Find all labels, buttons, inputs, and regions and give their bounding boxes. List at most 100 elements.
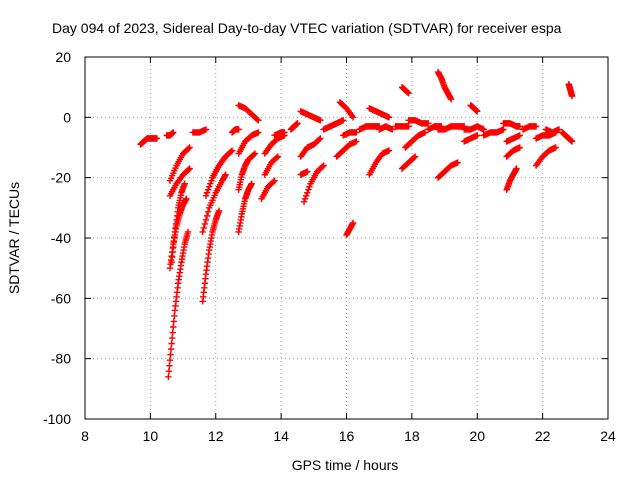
data-point	[203, 212, 211, 220]
x-tick-label: 10	[143, 428, 159, 444]
series-arc-28	[333, 138, 360, 160]
series-arc-37	[398, 83, 412, 97]
series-arc-09	[199, 207, 223, 305]
data-point	[271, 177, 278, 184]
data-point	[454, 159, 461, 166]
y-tick-label: -80	[51, 351, 71, 367]
data-point	[170, 323, 177, 331]
data-point	[513, 165, 520, 172]
data-point	[300, 198, 308, 205]
data-point	[199, 228, 206, 236]
data-point	[385, 147, 393, 154]
data-point	[447, 96, 455, 103]
series-arc-07	[166, 165, 193, 199]
y-axis-label: SDTVAR / TECUs	[6, 182, 22, 294]
series-arc-13	[228, 126, 242, 136]
series-arc-42	[434, 68, 455, 103]
data-point	[516, 144, 523, 151]
x-tick-label: 20	[469, 428, 485, 444]
data-point	[516, 123, 523, 130]
data-point	[181, 180, 188, 187]
y-tick-label: -100	[43, 411, 71, 427]
data-point	[206, 183, 213, 190]
series-arc-22	[287, 120, 301, 133]
data-point	[405, 90, 412, 97]
series-arc-36	[392, 123, 412, 130]
series-arc-04	[165, 228, 192, 380]
data-point	[317, 135, 324, 142]
data-point	[227, 148, 235, 155]
data-point	[166, 356, 174, 364]
x-tick-label: 14	[273, 428, 289, 444]
series-arc-05	[168, 180, 188, 266]
series-arc-15	[235, 150, 259, 193]
series-arc-14	[235, 180, 255, 236]
series-arc-50	[503, 144, 523, 160]
data-point	[255, 117, 262, 124]
series-arc-56	[542, 126, 563, 136]
x-tick-labels: 8 10 12 14 16 18 20 22 24	[81, 428, 616, 444]
data-point	[270, 178, 277, 185]
series-arc-25	[297, 168, 311, 178]
data-point	[201, 220, 209, 228]
data-point	[250, 151, 258, 158]
x-tick-label: 16	[339, 428, 355, 444]
data-point	[555, 126, 563, 133]
data-point	[253, 116, 261, 123]
series-arc-20	[261, 132, 288, 157]
data-point	[204, 208, 212, 216]
series-arc-47	[460, 132, 481, 145]
data-point	[170, 318, 178, 325]
data-point	[500, 126, 507, 133]
data-point	[228, 147, 236, 154]
data-point	[306, 183, 313, 190]
series-arc-10	[199, 171, 229, 236]
data-point	[255, 129, 262, 136]
data-point	[316, 136, 323, 143]
data-point	[317, 117, 324, 124]
data-point	[273, 154, 280, 161]
data-point	[202, 192, 210, 199]
series-arc-52	[500, 120, 523, 130]
series-arc-21	[271, 129, 288, 139]
data-point	[474, 108, 481, 115]
data-point	[552, 144, 559, 151]
series-arc-40	[405, 117, 432, 127]
data-point	[516, 132, 523, 139]
y-tick-label: -40	[51, 230, 71, 246]
data-point	[184, 228, 192, 236]
series-arc-06	[166, 144, 193, 184]
data-point	[319, 163, 326, 170]
data-point	[168, 340, 175, 347]
data-point	[281, 129, 288, 136]
data-point	[349, 114, 357, 121]
data-point	[353, 129, 360, 136]
series-arc-43	[434, 159, 461, 181]
series-arc-35	[375, 123, 396, 133]
series-arc-58	[565, 80, 576, 100]
data-point	[168, 334, 176, 342]
data-point	[405, 123, 412, 130]
data-point	[235, 126, 242, 133]
data-point	[167, 345, 175, 353]
y-tick-labels: -100 -80 -60 -40 -20 0 20	[43, 49, 71, 427]
series-arc-34	[366, 105, 393, 121]
data-point	[202, 216, 210, 224]
y-tick-label: 20	[55, 49, 71, 65]
y-tick-label: -60	[51, 290, 71, 306]
data-point	[251, 150, 259, 157]
x-axis-label: GPS time / hours	[292, 457, 399, 473]
data-point	[165, 373, 172, 380]
series-arc-30	[340, 129, 360, 139]
x-tick-label: 24	[600, 428, 616, 444]
x-tick-label: 22	[535, 428, 551, 444]
data-point	[171, 312, 178, 320]
data-point	[186, 144, 193, 151]
data-point	[204, 186, 212, 193]
series-arc-02	[163, 129, 177, 139]
data-point	[248, 180, 255, 187]
data-point	[568, 93, 576, 100]
x-tick-label: 8	[81, 428, 89, 444]
data-point	[532, 123, 540, 130]
